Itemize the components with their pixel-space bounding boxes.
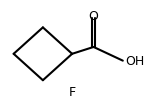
Text: F: F (69, 86, 76, 99)
Text: O: O (89, 10, 99, 23)
Text: OH: OH (125, 55, 144, 68)
